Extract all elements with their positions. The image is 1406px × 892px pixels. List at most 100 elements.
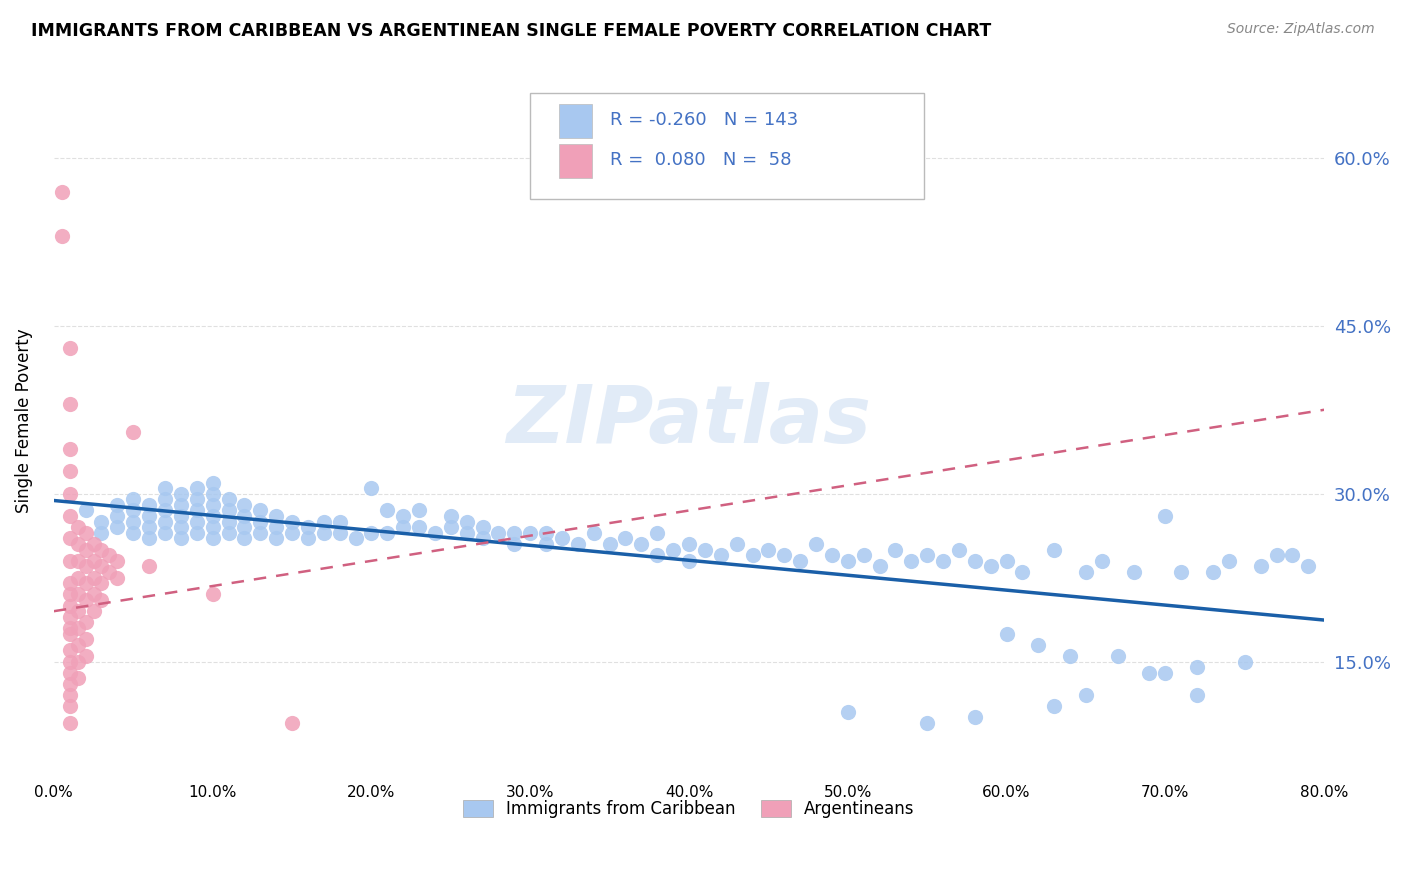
Point [201, 486, 224, 500]
Point [66, 655, 89, 669]
Point [1265, 548, 1288, 562]
Point [105, 571, 128, 585]
Point [153, 503, 176, 517]
Point [66, 537, 89, 551]
Point [90, 515, 112, 529]
Point [963, 554, 986, 568]
Point [59, 442, 82, 456]
Point [645, 525, 668, 540]
Point [360, 525, 382, 540]
Point [837, 705, 859, 719]
Point [1185, 660, 1208, 674]
Point [122, 425, 145, 439]
Point [59, 677, 82, 691]
Point [233, 520, 256, 534]
Point [59, 621, 82, 635]
Point [201, 475, 224, 490]
Point [1202, 565, 1225, 579]
Point [105, 498, 128, 512]
Point [186, 481, 208, 495]
Point [75, 503, 97, 517]
Point [264, 532, 287, 546]
Point [297, 520, 319, 534]
Point [1233, 655, 1256, 669]
Point [582, 525, 605, 540]
Point [773, 548, 796, 562]
Point [932, 554, 955, 568]
Point [90, 559, 112, 574]
Point [423, 525, 446, 540]
Point [218, 515, 240, 529]
Point [90, 542, 112, 557]
Point [693, 542, 716, 557]
Y-axis label: Single Female Poverty: Single Female Poverty [15, 328, 32, 513]
Point [567, 537, 589, 551]
Point [186, 503, 208, 517]
Text: ZIPatlas: ZIPatlas [506, 382, 872, 460]
Text: R = -0.260   N = 143: R = -0.260 N = 143 [610, 111, 799, 129]
Point [264, 520, 287, 534]
Point [51, 185, 73, 199]
Point [218, 525, 240, 540]
Point [963, 710, 986, 724]
Point [98, 548, 121, 562]
Point [915, 716, 938, 731]
Point [66, 571, 89, 585]
Point [630, 537, 652, 551]
Point [75, 576, 97, 591]
Point [83, 571, 105, 585]
Point [503, 537, 526, 551]
Point [122, 525, 145, 540]
Point [170, 532, 193, 546]
Point [59, 716, 82, 731]
Point [66, 520, 89, 534]
Point [758, 542, 780, 557]
Point [83, 537, 105, 551]
Point [884, 542, 907, 557]
Point [59, 464, 82, 478]
Point [75, 525, 97, 540]
Point [153, 525, 176, 540]
Point [249, 515, 271, 529]
Point [534, 537, 557, 551]
Point [725, 537, 748, 551]
Point [66, 554, 89, 568]
Point [153, 492, 176, 507]
Point [1185, 688, 1208, 702]
Point [408, 520, 430, 534]
Point [66, 604, 89, 618]
Point [995, 626, 1018, 640]
Point [599, 537, 621, 551]
Point [59, 576, 82, 591]
Point [153, 481, 176, 495]
Point [66, 638, 89, 652]
Point [869, 559, 891, 574]
Point [1011, 565, 1033, 579]
Point [375, 525, 398, 540]
Point [75, 648, 97, 663]
Point [83, 587, 105, 601]
Point [471, 520, 494, 534]
Point [440, 520, 463, 534]
Point [170, 498, 193, 512]
Point [789, 554, 811, 568]
Point [297, 532, 319, 546]
Point [59, 554, 82, 568]
Point [59, 509, 82, 524]
Point [90, 525, 112, 540]
Point [1218, 554, 1240, 568]
Point [1074, 565, 1097, 579]
Point [1296, 559, 1319, 574]
Point [1043, 542, 1066, 557]
Point [138, 498, 160, 512]
Point [551, 532, 574, 546]
Point [218, 503, 240, 517]
Point [408, 503, 430, 517]
Point [804, 537, 827, 551]
Point [281, 716, 304, 731]
Point [233, 532, 256, 546]
Point [344, 532, 367, 546]
Point [900, 554, 922, 568]
Point [440, 509, 463, 524]
Point [264, 509, 287, 524]
